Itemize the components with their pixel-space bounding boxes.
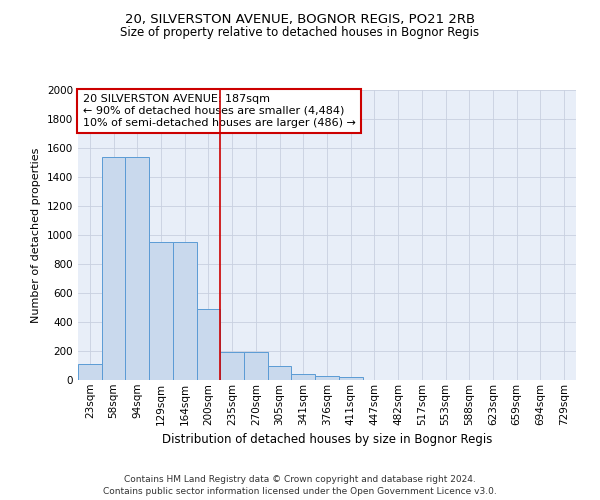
Bar <box>339 377 362 380</box>
Bar <box>220 352 244 380</box>
Bar <box>268 366 292 380</box>
Text: 20, SILVERSTON AVENUE, BOGNOR REGIS, PO21 2RB: 20, SILVERSTON AVENUE, BOGNOR REGIS, PO2… <box>125 12 475 26</box>
Bar <box>292 374 315 380</box>
Bar <box>315 376 339 380</box>
X-axis label: Distribution of detached houses by size in Bognor Regis: Distribution of detached houses by size … <box>162 433 492 446</box>
Bar <box>173 242 197 380</box>
Text: 20 SILVERSTON AVENUE: 187sqm
← 90% of detached houses are smaller (4,484)
10% of: 20 SILVERSTON AVENUE: 187sqm ← 90% of de… <box>83 94 356 128</box>
Bar <box>78 364 102 380</box>
Bar <box>102 156 125 380</box>
Text: Size of property relative to detached houses in Bognor Regis: Size of property relative to detached ho… <box>121 26 479 39</box>
Y-axis label: Number of detached properties: Number of detached properties <box>31 148 41 322</box>
Bar <box>197 309 220 380</box>
Bar <box>244 352 268 380</box>
Text: Contains HM Land Registry data © Crown copyright and database right 2024.
Contai: Contains HM Land Registry data © Crown c… <box>103 474 497 496</box>
Bar <box>125 156 149 380</box>
Bar <box>149 242 173 380</box>
